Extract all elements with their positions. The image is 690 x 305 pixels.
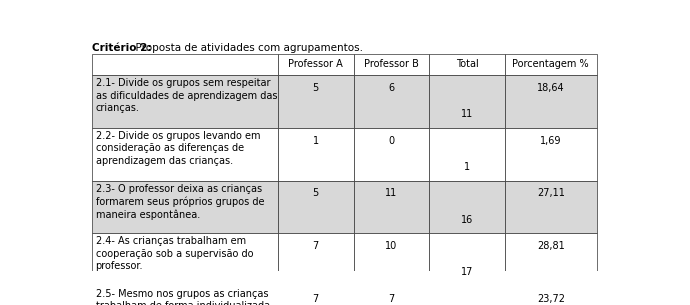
Text: 1: 1 — [313, 136, 319, 145]
Bar — [353, 75, 429, 128]
Bar — [429, 54, 505, 75]
Bar — [92, 286, 278, 305]
Bar — [353, 233, 429, 286]
Bar — [353, 128, 429, 181]
Text: 2.2- Divide os grupos levando em
consideração as diferenças de
aprendizagem das : 2.2- Divide os grupos levando em conside… — [95, 131, 260, 166]
Text: Proposta de atividades com agrupamentos.: Proposta de atividades com agrupamentos. — [129, 43, 363, 53]
Bar — [278, 181, 353, 233]
Text: 6: 6 — [388, 83, 395, 93]
Bar — [505, 54, 597, 75]
Bar — [429, 75, 505, 128]
Bar — [92, 233, 278, 286]
Text: 7: 7 — [313, 294, 319, 304]
Text: Total: Total — [456, 59, 479, 69]
Text: 7: 7 — [313, 241, 319, 251]
Text: 2.5- Mesmo nos grupos as crianças
trabalham de forma individualizada.: 2.5- Mesmo nos grupos as crianças trabal… — [95, 289, 273, 305]
Bar — [353, 286, 429, 305]
Bar — [429, 181, 505, 233]
Text: 2.1- Divide os grupos sem respeitar
as dificuldades de aprendizagem das
crianças: 2.1- Divide os grupos sem respeitar as d… — [95, 78, 277, 113]
Text: Professor B: Professor B — [364, 59, 419, 69]
Bar — [278, 75, 353, 128]
Text: 16: 16 — [461, 215, 473, 225]
Text: 23,72: 23,72 — [537, 294, 565, 304]
Text: 2.4- As crianças trabalham em
cooperação sob a supervisão do
professor.: 2.4- As crianças trabalham em cooperação… — [95, 236, 253, 271]
Text: 1,69: 1,69 — [540, 136, 562, 145]
Text: 7: 7 — [388, 294, 395, 304]
Bar — [278, 286, 353, 305]
Text: 11: 11 — [461, 109, 473, 119]
Bar — [429, 286, 505, 305]
Text: 0: 0 — [388, 136, 395, 145]
Bar — [353, 54, 429, 75]
Bar — [505, 286, 597, 305]
Text: 1: 1 — [464, 162, 471, 172]
Bar — [505, 75, 597, 128]
Text: Professor A: Professor A — [288, 59, 343, 69]
Text: 18,64: 18,64 — [537, 83, 564, 93]
Text: 2.3- O professor deixa as crianças
formarem seus próprios grupos de
maneira espo: 2.3- O professor deixa as crianças forma… — [95, 184, 264, 220]
Text: 5: 5 — [313, 83, 319, 93]
Bar — [505, 233, 597, 286]
Text: 28,81: 28,81 — [537, 241, 564, 251]
Bar — [278, 233, 353, 286]
Text: 10: 10 — [386, 241, 397, 251]
Bar — [92, 128, 278, 181]
Bar — [429, 128, 505, 181]
Text: 5: 5 — [313, 188, 319, 198]
Bar — [505, 128, 597, 181]
Text: Porcentagem %: Porcentagem % — [513, 59, 589, 69]
Text: Critério 2:: Critério 2: — [92, 43, 152, 53]
Bar — [505, 181, 597, 233]
Bar — [92, 54, 278, 75]
Text: 17: 17 — [461, 267, 473, 278]
Text: 11: 11 — [386, 188, 397, 198]
Text: 27,11: 27,11 — [537, 188, 564, 198]
Bar — [353, 181, 429, 233]
Bar — [92, 75, 278, 128]
Bar — [429, 233, 505, 286]
Bar — [278, 54, 353, 75]
Bar — [278, 128, 353, 181]
Bar — [92, 181, 278, 233]
